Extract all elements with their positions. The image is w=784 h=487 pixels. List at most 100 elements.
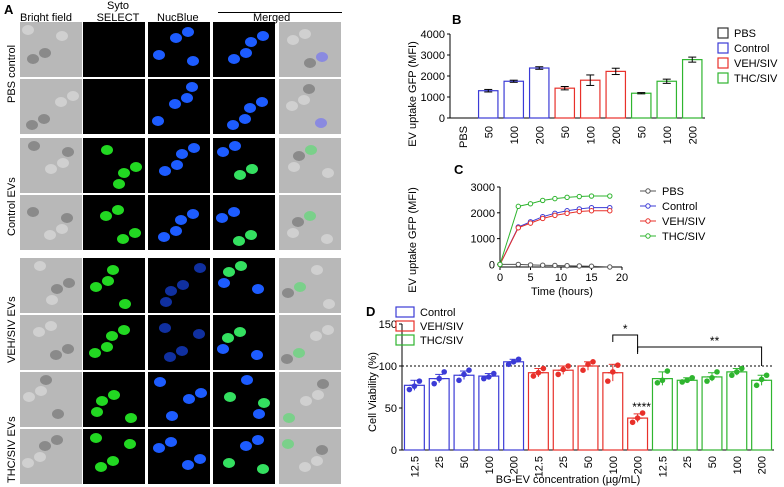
- cell-nucleus: [257, 31, 269, 41]
- cell-nucleus: [240, 48, 252, 58]
- chart-b-bar: [477, 90, 499, 119]
- cell-nucleus: [176, 346, 188, 356]
- micrograph-tile: [148, 22, 210, 77]
- cell-nucleus: [228, 54, 240, 64]
- micrograph-tile: [213, 79, 275, 134]
- chart-d-datapoint: [634, 415, 641, 421]
- chart-d-bar: [751, 379, 773, 451]
- cell-nucleus: [311, 265, 323, 275]
- cell-nucleus: [187, 56, 199, 66]
- chart-d-bar: [428, 377, 450, 451]
- cell-nucleus: [159, 323, 171, 333]
- chart-b: EV uptake GFP (MFI) 0 1000 2000 3000 4000 PB…: [407, 27, 778, 148]
- row-label-pbs: PBS control: [6, 44, 18, 103]
- cell-nucleus: [294, 282, 306, 292]
- row-label-veh: VEH/SIV EVs: [6, 296, 18, 363]
- cell-nucleus: [246, 164, 258, 174]
- chart-c-legend-marker: [645, 218, 651, 224]
- cell-nucleus: [50, 350, 62, 360]
- chart-d-xtick-label: 12.5: [657, 456, 669, 477]
- cell-nucleus: [312, 390, 324, 400]
- chart-c-legend-marker: [645, 188, 651, 194]
- chart-b-bar: [630, 92, 652, 119]
- chart-c-ytick-label: 2000: [471, 208, 495, 220]
- cell-nucleus: [125, 413, 137, 423]
- chart-d-legend-label: THC/SIV: [420, 335, 464, 347]
- cell-nucleus: [62, 147, 74, 157]
- cell-nucleus: [304, 58, 316, 68]
- chart-c-point: [552, 262, 558, 269]
- cell-nucleus: [223, 267, 235, 277]
- cell-nucleus: [186, 82, 198, 92]
- micrograph-tile: [148, 429, 210, 484]
- chart-c-legend-label: PBS: [662, 186, 684, 198]
- chart-b-ytick-label: 4000: [421, 29, 445, 41]
- chart-d-datapoint: [689, 374, 695, 381]
- chart-c-xtick-label: 15: [585, 272, 597, 284]
- cell-nucleus: [282, 288, 294, 298]
- micrograph-tile: [83, 22, 145, 77]
- cell-nucleus: [251, 350, 263, 360]
- chart-b-xtick-label: 200: [687, 126, 699, 144]
- chart-c-xtick-label: 20: [616, 272, 628, 284]
- micrograph-tile: [83, 429, 145, 484]
- cell-nucleus: [217, 344, 229, 354]
- chart-d-ytick-label: 0: [391, 445, 397, 457]
- cell-nucleus: [293, 348, 305, 358]
- chart-d-datapoint: [590, 359, 596, 365]
- chart-c-point: [576, 193, 583, 200]
- cell-nucleus: [170, 33, 182, 43]
- cell-nucleus: [292, 217, 304, 227]
- cell-nucleus: [169, 99, 181, 109]
- micrograph-tile: [148, 195, 210, 250]
- chart-b-legend-label: PBS: [734, 28, 756, 40]
- tile-bg: [279, 22, 341, 77]
- cell-nucleus: [39, 441, 51, 451]
- cell-nucleus: [194, 454, 206, 464]
- cell-nucleus: [299, 29, 311, 39]
- cell-nucleus: [317, 379, 329, 389]
- chart-d-datapoint: [629, 419, 636, 426]
- cell-nucleus: [39, 48, 51, 58]
- cell-nucleus: [244, 103, 256, 113]
- micrograph-tile: [279, 372, 341, 427]
- chart-d-bar: [676, 379, 698, 451]
- cell-nucleus: [245, 230, 257, 240]
- chart-c-point: [607, 208, 613, 214]
- chart-d-xtick-label: 200: [757, 456, 769, 474]
- cell-nucleus: [253, 409, 265, 419]
- chart-d-bar: [453, 374, 475, 451]
- cell-nucleus: [303, 84, 315, 94]
- chart-d-datapoint: [758, 376, 765, 383]
- cell-nucleus: [153, 50, 165, 60]
- chart-d-ytick-label: 150: [379, 319, 397, 331]
- cell-nucleus: [34, 452, 46, 462]
- chart-c-legend-label: THC/SIV: [662, 231, 706, 243]
- chart-d-datapoint: [535, 369, 542, 376]
- chart-d-datapoint: [729, 372, 735, 379]
- chart-c-point: [497, 261, 503, 268]
- cell-nucleus: [223, 458, 235, 468]
- chart-d-bar: [552, 369, 574, 451]
- col-header-bright-field: Bright field: [20, 12, 72, 24]
- micrograph-tile: [83, 372, 145, 427]
- cell-nucleus: [224, 392, 236, 402]
- cell-nucleus: [165, 286, 177, 296]
- col-header-syto-line1: Syto: [106, 0, 129, 12]
- chart-b-xtick-label: 100: [509, 126, 521, 144]
- cell-nucleus: [310, 331, 322, 341]
- chart-d-ytick-label: 50: [385, 403, 397, 415]
- micrograph-tile: [279, 429, 341, 484]
- chart-c-point: [527, 262, 534, 268]
- chart-d-bar: [701, 376, 723, 451]
- chart-d-datapoint: [540, 365, 547, 372]
- chart-d-datapoint: [530, 373, 537, 379]
- cell-nucleus: [283, 413, 295, 423]
- micrograph-tile: [213, 138, 275, 193]
- chart-d-datapoint: [456, 377, 462, 384]
- cell-nucleus: [35, 386, 47, 396]
- chart-d-legend-swatch: [395, 306, 415, 318]
- micrograph-tile: [83, 258, 145, 313]
- cell-nucleus: [27, 54, 39, 64]
- col-header-merged: Merged: [253, 12, 291, 24]
